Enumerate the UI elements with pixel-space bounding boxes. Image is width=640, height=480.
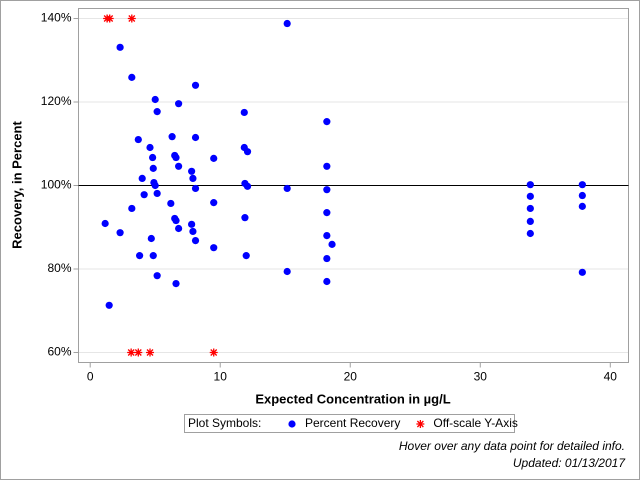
data-point[interactable] (149, 164, 157, 172)
footnote: Hover over any data point for detailed i… (399, 439, 625, 453)
data-point[interactable] (323, 118, 331, 126)
data-point[interactable] (153, 108, 161, 116)
data-point[interactable] (134, 135, 142, 144)
footnote: Updated: 01/13/2017 (513, 456, 626, 470)
data-point[interactable] (323, 186, 331, 194)
data-point[interactable] (105, 14, 114, 23)
data-point[interactable] (151, 95, 159, 104)
legend-swatch (288, 420, 296, 428)
data-point[interactable] (243, 182, 252, 190)
data-point[interactable] (191, 81, 200, 89)
data-point[interactable] (128, 73, 136, 81)
data-point[interactable] (116, 43, 124, 51)
data-point[interactable] (242, 252, 250, 260)
data-point[interactable] (191, 237, 200, 245)
x-tick-label: 20 (344, 370, 358, 384)
data-point[interactable] (146, 348, 155, 357)
data-point[interactable] (105, 301, 113, 309)
x-tick-label: 30 (474, 370, 488, 384)
data-point[interactable] (526, 181, 534, 189)
data-point[interactable] (323, 209, 331, 217)
data-point[interactable] (240, 108, 248, 117)
legend-label: Percent Recovery (305, 416, 400, 430)
data-point[interactable] (134, 348, 143, 357)
data-point[interactable] (328, 240, 336, 248)
data-point[interactable] (323, 231, 331, 240)
data-point[interactable] (146, 143, 154, 152)
data-point[interactable] (578, 181, 586, 189)
data-point[interactable] (323, 162, 331, 170)
y-tick-label: 120% (41, 94, 72, 108)
data-point[interactable] (101, 219, 109, 228)
y-tick-label: 60% (47, 345, 71, 359)
data-point[interactable] (189, 227, 197, 236)
data-point[interactable] (172, 280, 180, 288)
data-point[interactable] (188, 220, 196, 228)
y-tick-label: 80% (47, 261, 71, 275)
data-point[interactable] (168, 133, 176, 141)
data-point[interactable] (283, 267, 291, 276)
data-point[interactable] (175, 224, 183, 233)
data-point[interactable] (188, 167, 196, 175)
data-point[interactable] (149, 153, 157, 162)
data-point[interactable] (153, 189, 161, 198)
data-point[interactable] (210, 199, 218, 207)
x-axis-title: Expected Concentration in µg/L (255, 391, 450, 406)
legend-label: Off-scale Y-Axis (433, 416, 517, 430)
data-point[interactable] (526, 204, 534, 213)
data-point[interactable] (153, 272, 161, 280)
data-point[interactable] (283, 19, 291, 28)
data-point[interactable] (526, 217, 534, 226)
data-point[interactable] (147, 234, 155, 243)
data-point[interactable] (136, 252, 144, 260)
data-point[interactable] (578, 191, 586, 200)
legend-box (184, 414, 515, 433)
data-point[interactable] (167, 199, 175, 208)
data-point[interactable] (210, 154, 218, 162)
data-point[interactable] (149, 252, 157, 260)
data-point[interactable] (283, 184, 291, 193)
data-point[interactable] (151, 181, 159, 190)
y-axis-title: Recovery, in Percent (9, 121, 24, 249)
data-point[interactable] (526, 192, 534, 200)
data-point[interactable] (210, 244, 218, 252)
data-point[interactable] (189, 174, 197, 183)
data-point[interactable] (172, 216, 180, 225)
legend-swatch (416, 420, 425, 428)
x-tick-label: 10 (214, 370, 228, 384)
data-point[interactable] (191, 133, 200, 142)
data-point[interactable] (140, 191, 148, 199)
data-point[interactable] (128, 204, 136, 213)
data-point[interactable] (127, 14, 136, 23)
data-point[interactable] (526, 229, 534, 238)
data-point[interactable] (209, 348, 218, 357)
data-point[interactable] (175, 100, 183, 108)
data-point[interactable] (578, 268, 586, 276)
data-point[interactable] (175, 162, 183, 170)
legend-title: Plot Symbols: (188, 416, 261, 430)
data-point[interactable] (323, 254, 331, 263)
data-point[interactable] (191, 184, 200, 193)
data-point[interactable] (578, 202, 586, 210)
data-point[interactable] (138, 174, 146, 183)
data-point[interactable] (323, 277, 331, 286)
data-point[interactable] (116, 229, 124, 237)
y-tick-label: 100% (41, 178, 72, 192)
y-tick-label: 140% (41, 11, 72, 25)
data-point[interactable] (243, 148, 252, 156)
x-tick-label: 0 (87, 370, 94, 384)
data-point[interactable] (172, 153, 180, 162)
x-tick-label: 40 (604, 370, 618, 384)
data-point[interactable] (127, 348, 136, 357)
data-point[interactable] (241, 214, 249, 222)
